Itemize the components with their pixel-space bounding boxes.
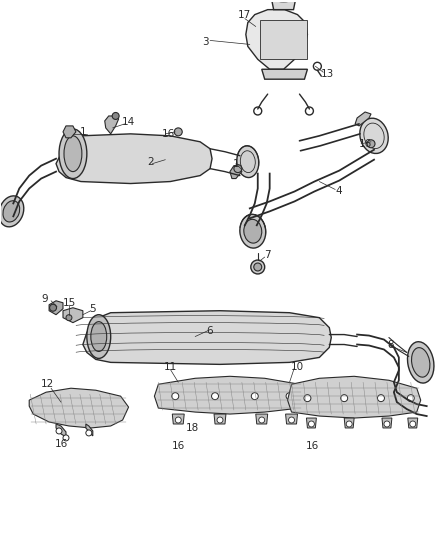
Circle shape [172, 393, 179, 400]
Text: 11: 11 [164, 362, 177, 373]
Ellipse shape [0, 196, 24, 227]
Ellipse shape [64, 136, 82, 172]
Circle shape [407, 394, 414, 402]
Polygon shape [63, 308, 83, 322]
Polygon shape [288, 376, 421, 418]
Ellipse shape [91, 321, 107, 351]
Text: 14: 14 [122, 117, 135, 127]
Text: 9: 9 [42, 294, 49, 304]
Ellipse shape [240, 214, 266, 248]
Polygon shape [83, 311, 331, 365]
Polygon shape [56, 424, 66, 437]
Circle shape [234, 165, 242, 173]
Circle shape [49, 304, 57, 311]
Text: 16: 16 [172, 441, 185, 451]
Circle shape [289, 417, 294, 423]
Circle shape [254, 107, 262, 115]
Ellipse shape [237, 146, 259, 177]
Polygon shape [382, 418, 392, 428]
Text: 8: 8 [388, 341, 394, 351]
Circle shape [384, 421, 390, 427]
Polygon shape [272, 0, 296, 10]
Ellipse shape [87, 314, 111, 358]
Text: 16: 16 [54, 439, 67, 449]
Text: 17: 17 [238, 10, 251, 20]
Ellipse shape [3, 201, 20, 222]
Text: 10: 10 [291, 362, 304, 373]
Polygon shape [256, 414, 268, 424]
Circle shape [286, 393, 293, 400]
Circle shape [305, 107, 314, 115]
Circle shape [63, 435, 69, 441]
Text: 3: 3 [202, 37, 208, 47]
Circle shape [346, 421, 352, 427]
Text: 13: 13 [321, 69, 334, 79]
Text: 5: 5 [89, 304, 96, 314]
Polygon shape [246, 10, 307, 69]
Circle shape [254, 263, 262, 271]
Text: 2: 2 [147, 157, 154, 167]
Polygon shape [355, 112, 371, 126]
Polygon shape [307, 418, 316, 428]
Circle shape [378, 394, 385, 402]
Ellipse shape [407, 342, 434, 383]
Circle shape [175, 417, 181, 423]
Text: 16: 16 [306, 441, 319, 451]
Ellipse shape [271, 0, 297, 2]
Polygon shape [262, 69, 307, 79]
Circle shape [314, 62, 321, 70]
Text: 4: 4 [336, 187, 343, 197]
Text: 16: 16 [162, 129, 175, 139]
Circle shape [86, 430, 92, 436]
Text: 12: 12 [40, 379, 54, 389]
Polygon shape [408, 418, 418, 428]
Circle shape [212, 393, 219, 400]
Ellipse shape [244, 219, 262, 243]
Text: 7: 7 [265, 250, 271, 260]
Circle shape [251, 260, 265, 274]
Text: 1: 1 [233, 159, 239, 168]
Polygon shape [214, 414, 226, 424]
Text: 15: 15 [62, 298, 76, 308]
Circle shape [66, 314, 72, 321]
Polygon shape [172, 414, 184, 424]
Polygon shape [230, 166, 242, 179]
Text: 18: 18 [186, 423, 199, 433]
Polygon shape [86, 424, 93, 436]
Ellipse shape [360, 118, 388, 154]
Polygon shape [49, 301, 63, 314]
Circle shape [56, 428, 62, 434]
Text: 16: 16 [358, 139, 372, 149]
Polygon shape [155, 376, 304, 414]
Polygon shape [344, 418, 354, 428]
Polygon shape [56, 134, 212, 183]
Text: 6: 6 [207, 326, 213, 336]
Polygon shape [63, 126, 76, 138]
Circle shape [112, 112, 119, 119]
Ellipse shape [412, 348, 430, 377]
Polygon shape [260, 20, 307, 59]
Circle shape [217, 417, 223, 423]
Text: 1: 1 [80, 127, 86, 137]
Polygon shape [105, 116, 119, 134]
Polygon shape [29, 388, 129, 428]
Circle shape [174, 128, 182, 136]
Circle shape [410, 421, 416, 427]
Circle shape [259, 417, 265, 423]
Circle shape [251, 393, 258, 400]
Ellipse shape [59, 129, 87, 179]
Circle shape [341, 394, 348, 402]
Circle shape [367, 140, 375, 148]
Polygon shape [286, 414, 297, 424]
Circle shape [308, 421, 314, 427]
Circle shape [304, 394, 311, 402]
